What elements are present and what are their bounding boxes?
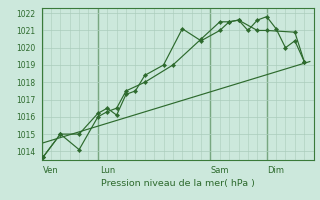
- X-axis label: Pression niveau de la mer( hPa ): Pression niveau de la mer( hPa ): [101, 179, 254, 188]
